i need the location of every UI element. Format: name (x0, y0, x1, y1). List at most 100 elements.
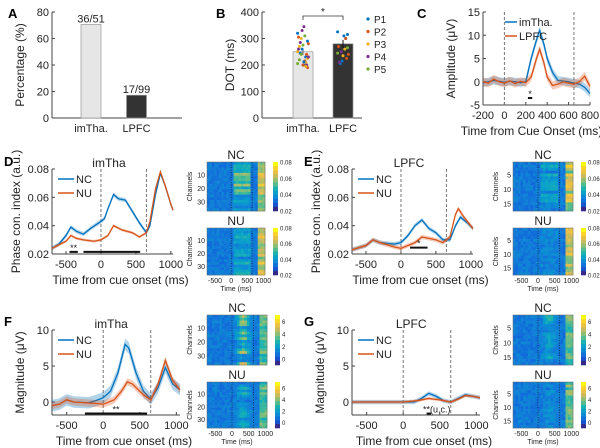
heatmap-cell (207, 178, 210, 182)
heatmap-cell (207, 345, 210, 349)
heatmap-cell (543, 338, 546, 342)
heatmap-cell (212, 323, 215, 327)
heatmap-cell (515, 263, 519, 268)
heatmap-cell (535, 173, 539, 177)
heatmap-cell (252, 382, 255, 385)
heatmap-cell (226, 230, 230, 234)
heatmap-cell (553, 338, 556, 342)
heatmap-cell (264, 345, 268, 349)
heatmap-cell (550, 261, 554, 265)
heatmap-cell (209, 384, 213, 388)
heatmap-cell (239, 402, 243, 406)
heatmap-cell (209, 205, 213, 209)
heatmap-cell (560, 167, 564, 171)
heatmap-cell (520, 266, 524, 270)
heatmap-cell (221, 167, 225, 171)
heatmap-cell (553, 190, 556, 195)
heatmap-cell (558, 425, 561, 429)
heatmap-cell (262, 241, 266, 244)
x-tick-label: -500 (208, 431, 222, 438)
heatmap-cell (553, 187, 556, 192)
heatmap-cell (523, 422, 526, 426)
heatmap-cell (250, 186, 254, 190)
heatmap-cell (249, 348, 253, 352)
heatmap-cell (550, 236, 554, 240)
heatmap-cell (264, 328, 268, 332)
heatmap-cell (565, 411, 569, 415)
y-tick-label: 0.04 (28, 221, 49, 233)
heatmap-cell (513, 170, 516, 174)
heatmap-cell (239, 397, 243, 401)
heatmap-cell (545, 409, 549, 413)
heatmap-cell (533, 414, 536, 418)
significance-label: **(u.c.) (423, 405, 451, 415)
heatmap-cell (570, 406, 574, 410)
heatmap-cell (252, 397, 255, 401)
heatmap-cell (548, 173, 551, 177)
heatmap-cell (219, 351, 223, 355)
heatmap-cell (227, 420, 230, 424)
heatmap-cell (226, 178, 230, 182)
heatmap-cell (212, 334, 215, 338)
heatmap-cell (530, 239, 534, 243)
heatmap-cell (209, 317, 213, 321)
heatmap-cell (525, 419, 529, 423)
heatmap-cell (518, 338, 521, 342)
heatmap-cell (530, 272, 534, 276)
heatmap-cell (240, 202, 244, 206)
heatmap-cell (231, 238, 234, 242)
heatmap-cell (515, 350, 519, 354)
heatmap-cell (234, 328, 238, 332)
heatmap-cell (545, 329, 549, 333)
heatmap-cell (240, 235, 244, 239)
heatmap-cell (240, 272, 244, 276)
heatmap-cell (244, 397, 248, 401)
heatmap-cell (255, 246, 259, 250)
heatmap-cell (217, 334, 220, 338)
colorbar-segment (275, 344, 280, 349)
heatmap-cell (528, 387, 531, 391)
heatmap-cell (525, 196, 529, 200)
heatmap-cell (555, 187, 559, 192)
heatmap-cell (245, 254, 249, 258)
colorbar-segment (273, 247, 278, 252)
heatmap-cell (528, 425, 531, 429)
heatmap-cell (550, 398, 554, 402)
heatmap-cell (221, 191, 225, 195)
heatmap-cell (540, 398, 544, 402)
heatmap-cell (520, 422, 524, 426)
heatmap-cell (250, 235, 254, 239)
heatmap-cell (560, 315, 564, 319)
sem-band (52, 356, 180, 410)
heatmap-cell (226, 170, 230, 174)
heatmap-cell (518, 335, 521, 339)
heatmap-cell (216, 259, 220, 263)
heatmap-cell (528, 252, 531, 256)
heatmap-cell (548, 382, 551, 386)
heatmap-cell (540, 338, 544, 342)
heatmap-cell (513, 255, 516, 259)
heatmap-cell (545, 315, 549, 319)
data-point (342, 34, 346, 38)
significance-label: ** (112, 405, 120, 415)
heatmap-cell (520, 199, 524, 203)
heatmap-cell (523, 411, 526, 415)
colorbar-segment (275, 331, 280, 337)
heatmap-title: NC (227, 148, 245, 162)
heatmap-cell (214, 269, 217, 273)
heatmap-cell (223, 167, 227, 171)
heatmap-cell (232, 345, 235, 349)
heatmap-cell (535, 250, 539, 254)
heatmap-cell (568, 335, 571, 339)
heatmap-cell (530, 409, 534, 413)
heatmap-cell (528, 335, 531, 339)
heatmap-cell (217, 356, 220, 360)
heatmap-cell (259, 417, 263, 421)
heatmap-cell (523, 425, 526, 429)
significance-bracket (302, 15, 344, 20)
heatmap-cell (221, 256, 225, 260)
heatmap-cell (222, 342, 225, 346)
heatmap-cell (538, 390, 541, 394)
heatmap-cell (525, 332, 529, 336)
heatmap-cell (515, 403, 519, 407)
